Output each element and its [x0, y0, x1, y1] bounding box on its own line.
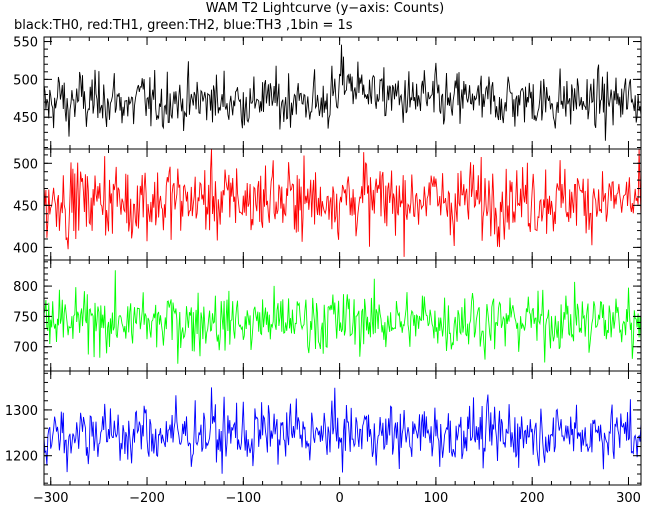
y-tick-label: 450 [13, 199, 38, 214]
y-tick-label: 450 [13, 111, 38, 126]
chart-subtitle: black:TH0, red:TH1, green:TH2, blue:TH3 … [14, 18, 353, 33]
x-tick-label: 0 [335, 491, 343, 505]
y-tick-label: 550 [13, 36, 38, 51]
series-line-th1 [44, 149, 641, 257]
series-line-th0 [44, 44, 641, 141]
x-tick-label: −100 [225, 491, 261, 505]
y-tick-label: 500 [13, 157, 38, 172]
panel-frame-th0 [43, 36, 642, 150]
x-tick-label: −200 [129, 491, 165, 505]
y-tick-label: 700 [13, 341, 38, 356]
series-line-th3 [44, 387, 641, 474]
y-tick-label: 1300 [5, 404, 38, 419]
x-tick-label: 300 [616, 491, 641, 505]
x-tick-label: −300 [33, 491, 69, 505]
y-tick-label: 750 [13, 310, 38, 325]
y-tick-label: 400 [13, 241, 38, 256]
x-tick-label: 100 [423, 491, 448, 505]
y-tick-label: 500 [13, 73, 38, 88]
chart-title: WAM T2 Lightcurve (y−axis: Counts) [205, 1, 445, 16]
y-tick-label: 1200 [5, 450, 38, 465]
series-line-th2 [44, 270, 641, 364]
y-tick-label: 800 [13, 280, 38, 295]
x-tick-label: 200 [520, 491, 545, 505]
